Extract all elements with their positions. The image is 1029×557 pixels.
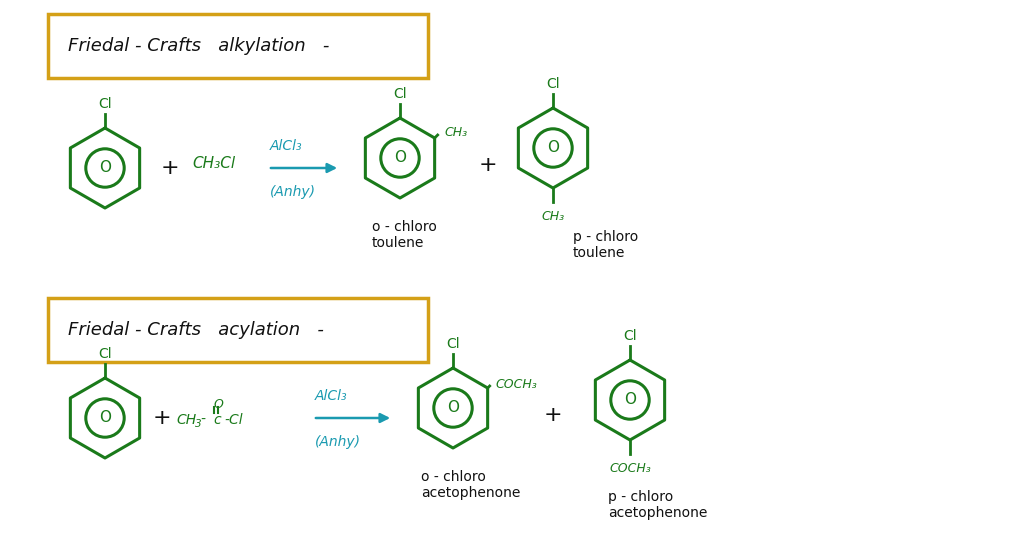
Text: +: +	[152, 408, 171, 428]
Text: O: O	[214, 398, 224, 411]
Text: Cl: Cl	[393, 87, 406, 101]
Text: Cl: Cl	[98, 347, 112, 361]
Text: +: +	[543, 405, 562, 425]
Bar	[48, 298, 428, 362]
Text: Cl: Cl	[624, 329, 637, 343]
Text: p - chloro
toulene: p - chloro toulene	[573, 230, 638, 260]
Text: CH₃: CH₃	[445, 126, 468, 139]
Text: -: -	[200, 413, 205, 427]
Text: COCH₃: COCH₃	[496, 378, 537, 390]
Text: 3: 3	[196, 419, 202, 429]
Text: (Anhy): (Anhy)	[270, 185, 316, 199]
Text: +: +	[478, 155, 497, 175]
Text: c: c	[213, 413, 220, 427]
Text: COCH₃: COCH₃	[609, 462, 651, 475]
Text: Friedal - Crafts   alkylation   -: Friedal - Crafts alkylation -	[68, 37, 329, 55]
Text: o - chloro
acetophenone: o - chloro acetophenone	[421, 470, 521, 500]
Text: Friedal - Crafts   acylation   -: Friedal - Crafts acylation -	[68, 321, 324, 339]
Text: O: O	[624, 393, 636, 408]
Text: CH: CH	[176, 413, 197, 427]
Text: CH₃: CH₃	[541, 210, 565, 223]
Text: Cl: Cl	[546, 77, 560, 91]
Text: AlCl₃: AlCl₃	[315, 389, 348, 403]
Text: CH₃Cl: CH₃Cl	[192, 155, 235, 170]
Text: AlCl₃: AlCl₃	[270, 139, 303, 153]
Text: -Cl: -Cl	[224, 413, 243, 427]
Text: o - chloro
toulene: o - chloro toulene	[372, 220, 437, 250]
Text: Cl: Cl	[98, 97, 112, 111]
Text: O: O	[547, 140, 559, 155]
Text: +: +	[161, 158, 179, 178]
Text: Cl: Cl	[447, 337, 460, 351]
Text: O: O	[447, 400, 459, 416]
Bar	[48, 14, 428, 78]
Text: O: O	[99, 411, 111, 426]
Text: p - chloro
acetophenone: p - chloro acetophenone	[608, 490, 707, 520]
Text: O: O	[394, 150, 406, 165]
Text: O: O	[99, 160, 111, 175]
Text: (Anhy): (Anhy)	[315, 435, 361, 449]
